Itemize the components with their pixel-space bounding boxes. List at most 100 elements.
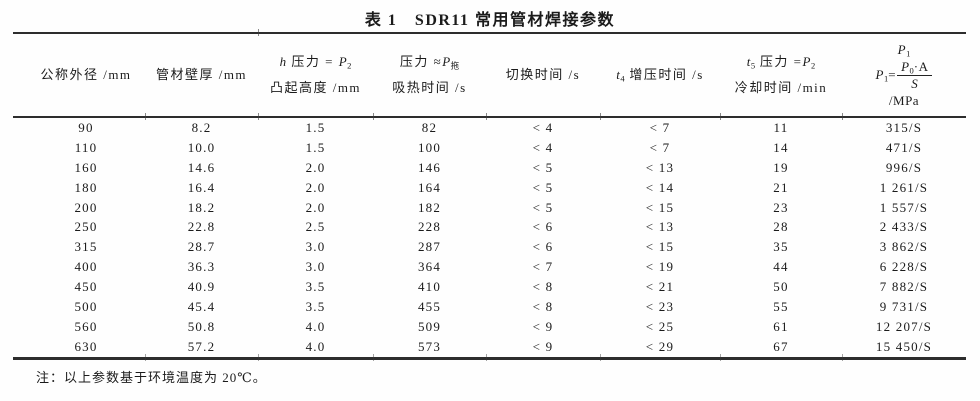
header-cooling-line1: t5 压力 =P2 [746,54,816,71]
table-cell: < 5 [532,179,554,195]
header-cooling-time: t5 压力 =P2 冷却时间 /min [720,49,842,101]
table-cell: 2.0 [305,199,326,215]
footnote: 注：以上参数基于环境温度为 20℃。 [36,370,267,385]
header-heat-soak-time: 压力 ≈P拖 吸热时间 /s [373,49,486,101]
table-cell: 14 [773,139,789,155]
table-cell: < 14 [645,179,675,195]
table-cell: 471/S [885,139,923,155]
table-cell: < 25 [645,318,675,334]
table-cell: < 8 [532,279,554,295]
table-cell: 1 557/S [879,199,929,215]
table-cell: 50 [773,279,789,295]
header-separator-rule [13,116,966,118]
table-top-rule [13,32,966,34]
table-cell: 9 731/S [879,298,929,314]
table-cell: 15 450/S [875,338,933,354]
table-cell: 55 [773,298,789,314]
table-cell: 509 [417,318,442,334]
table-cell: 67 [773,338,789,354]
table-header-row: 公称外径 /mm 管材壁厚 /mm h 压力 = P2 凸起高度 /mm 压力 … [13,35,966,115]
table-row: 160 14.6 2.0 146 < 5 < 13 19 996/S [13,158,966,178]
table-cell: < 9 [532,318,554,334]
table-row: 90 8.2 1.5 82 < 4 < 7 11 315/S [13,118,966,138]
table-cell: < 7 [649,139,671,155]
table-title: 表 1 SDR11 常用管材焊接参数 [364,12,616,29]
table-cell: < 8 [532,298,554,314]
header-pressure-rise-time: t4 增压时间 /s [616,67,704,84]
table-cell: 4.0 [305,338,326,354]
table-cell: 455 [417,298,442,314]
header-heat-soak-line1: 压力 ≈P拖 [399,54,460,71]
table-cell: 500 [74,298,98,314]
table-cell: < 7 [649,119,671,135]
table-cell: 36.3 [187,259,216,275]
table-cell: < 23 [645,298,675,314]
table-row: 560 50.8 4.0 509 < 9 < 25 61 12 207/S [13,317,966,337]
table-cell: 2.5 [305,219,326,235]
table-cell: 180 [74,179,98,195]
table-cell: 82 [421,119,438,135]
column-boundary-tick [600,354,601,361]
table-cell: 10.0 [187,139,216,155]
table-cell: 4.0 [305,318,326,334]
table-cell: 45.4 [187,298,216,314]
table-cell: 410 [417,279,442,295]
table-row: 315 28.7 3.0 287 < 6 < 15 35 3 862/S [13,237,966,257]
column-boundary-tick [486,113,487,120]
table-cell: 3.0 [305,239,326,255]
table-cell: < 21 [645,279,675,295]
table-cell: < 13 [645,159,675,175]
table-cell: 164 [417,179,442,195]
table-cell: 7 882/S [879,279,929,295]
table-cell: 14.6 [187,159,216,175]
table-cell: 2.0 [305,159,326,175]
table-row: 400 36.3 3.0 364 < 7 < 19 44 6 228/S [13,257,966,277]
table-cell: < 15 [645,199,675,215]
table-cell: 146 [417,159,442,175]
table-row: 200 18.2 2.0 182 < 5 < 15 23 1 557/S [13,198,966,218]
header-outer-diameter: 公称外径 /mm [40,67,132,82]
table-cell: 44 [773,259,789,275]
table-cell: < 4 [532,139,554,155]
table-cell: < 29 [645,338,675,354]
table-cell: 35 [773,239,789,255]
table-cell: 100 [417,139,442,155]
column-boundary-tick [842,113,843,120]
table-cell: 182 [417,199,442,215]
table-cell: 287 [417,239,442,255]
table-cell: 3.5 [305,279,326,295]
table-cell: 50.8 [187,318,216,334]
table-cell: 250 [74,219,98,235]
table-cell: < 6 [532,239,554,255]
table-cell: 200 [74,199,98,215]
table-cell: 160 [74,159,98,175]
table-cell: 16.4 [187,179,216,195]
table-bottom-rule [13,357,966,360]
column-boundary-tick [720,113,721,120]
header-wall-thickness: 管材壁厚 /mm [155,67,248,82]
column-boundary-tick [842,354,843,361]
column-boundary-tick [258,354,259,361]
table-cell: 21 [773,179,789,195]
header-heat-soak-line2: 吸热时间 /s [392,80,467,95]
column-boundary-tick [486,354,487,361]
table-cell: < 5 [532,199,554,215]
table-cell: 228 [417,219,442,235]
column-boundary-tick [145,113,146,120]
table-row: 630 57.2 4.0 573 < 9 < 29 67 15 450/S [13,337,966,357]
table-cell: 40.9 [187,279,216,295]
table-cell: 560 [74,318,98,334]
column-boundary-tick [258,29,259,36]
table-cell: 1.5 [305,119,326,135]
column-boundary-tick [373,354,374,361]
table-cell: 3.5 [305,298,326,314]
column-boundary-tick [145,354,146,361]
table-row: 110 10.0 1.5 100 < 4 < 7 14 471/S [13,138,966,158]
table-cell: < 19 [645,259,675,275]
header-bead-height: h 压力 = P2 凸起高度 /mm [258,49,373,101]
table-cell: 18.2 [187,199,216,215]
table-cell: < 9 [532,338,554,354]
column-boundary-tick [720,354,721,361]
table-cell: 400 [74,259,98,275]
